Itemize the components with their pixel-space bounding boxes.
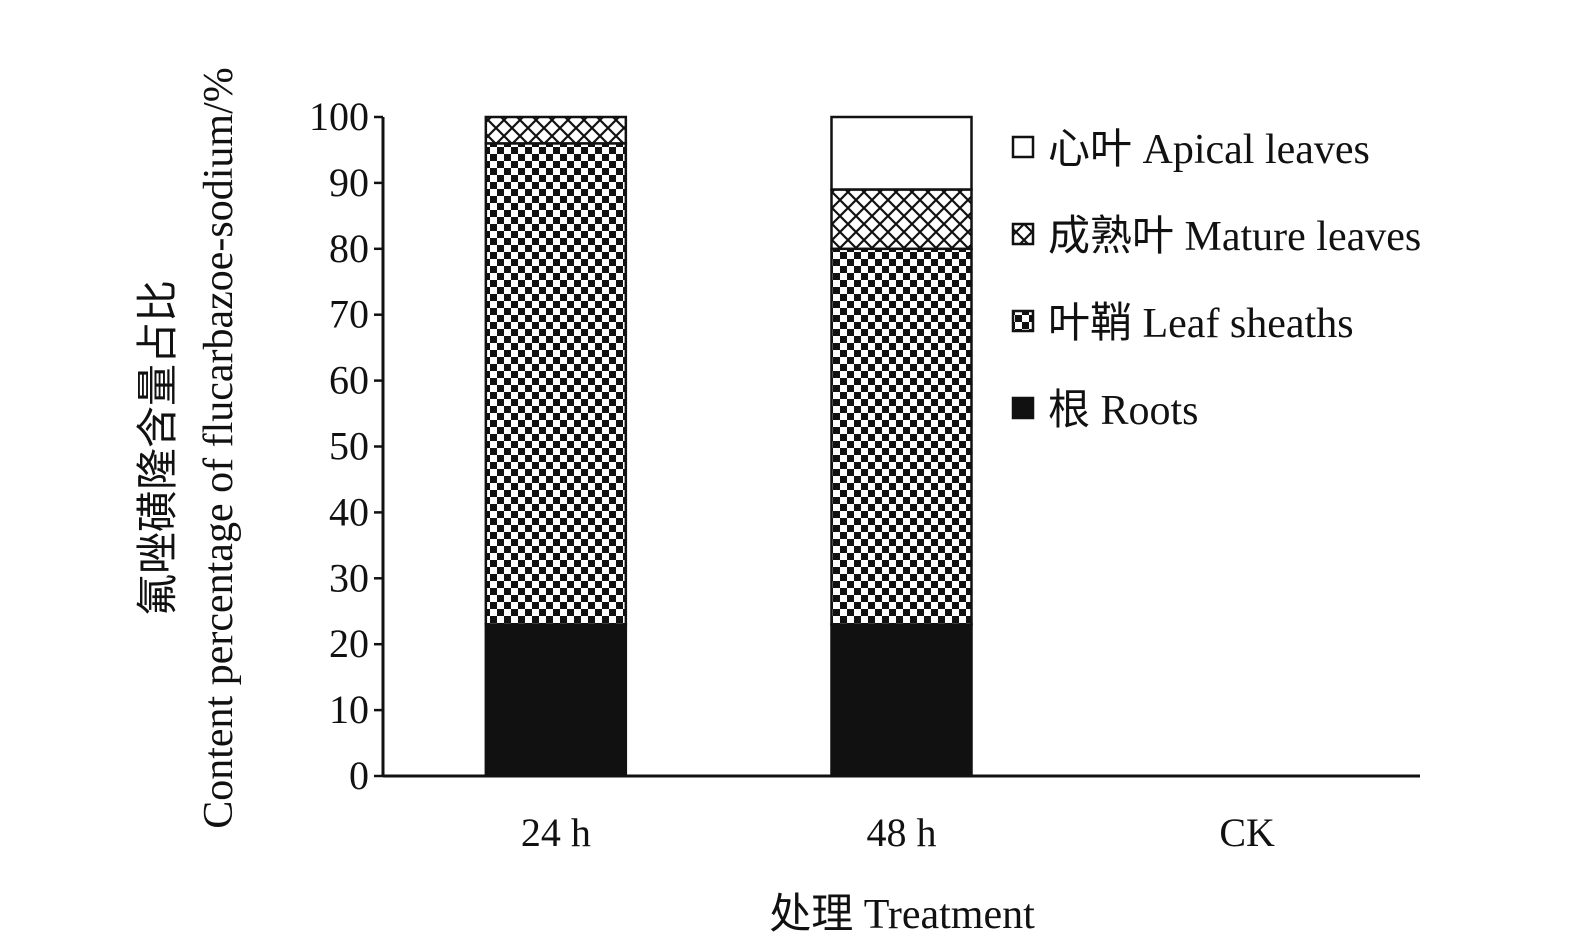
y-tick-label: 10 (329, 687, 369, 732)
y-tick-label: 70 (329, 292, 369, 337)
y-ticks: 0 10 20 30 40 50 60 70 80 90 100 (309, 94, 383, 798)
bar-segment (830, 188, 973, 251)
bar-segment (484, 115, 628, 145)
bars-layer (484, 115, 973, 778)
x-tick-label: CK (1219, 810, 1275, 855)
legend-label: 成熟叶 Mature leaves (1048, 214, 1421, 260)
legend-swatch (1011, 309, 1035, 333)
legend-swatch (1011, 222, 1035, 246)
bar-segment (830, 115, 973, 191)
y-tick-label: 30 (329, 555, 369, 600)
y-tick-label: 0 (349, 753, 369, 798)
legend-swatch (1011, 396, 1035, 420)
plot-area: 0 10 20 30 40 50 60 70 80 90 100 24 h 48 h CK (309, 94, 1420, 855)
y-tick-label: 40 (329, 489, 369, 534)
legend: 心叶 Apical leaves 成熟叶 Mature leaves 叶鞘 Leaf… (1011, 127, 1421, 434)
bar-segment (484, 623, 628, 778)
y-tick-label: 20 (329, 621, 369, 666)
y-axis-title-en: Content percentage of flucarbazoe-sodium… (196, 67, 242, 829)
x-ticks: 24 h 48 h CK (521, 810, 1275, 855)
legend-label: 叶鞘 Leaf sheaths (1048, 301, 1354, 347)
bar-segment (830, 623, 973, 778)
x-tick-label: 24 h (521, 810, 591, 855)
legend-label: 根 Roots (1048, 388, 1199, 434)
x-tick-label: 48 h (867, 810, 937, 855)
bar-segment (830, 247, 973, 626)
legend-label: 心叶 Apical leaves (1048, 127, 1370, 173)
y-tick-label: 50 (329, 424, 369, 469)
y-tick-label: 100 (309, 94, 369, 139)
y-tick-label: 60 (329, 358, 369, 403)
y-tick-label: 90 (329, 160, 369, 205)
y-axis-title-cn: 氟唑磺隆含量占比 (136, 280, 182, 616)
y-tick-label: 80 (329, 226, 369, 271)
legend-swatch (1011, 135, 1035, 159)
bar-segment (484, 142, 628, 626)
x-axis-title: 处理 Treatment (769, 892, 1035, 938)
